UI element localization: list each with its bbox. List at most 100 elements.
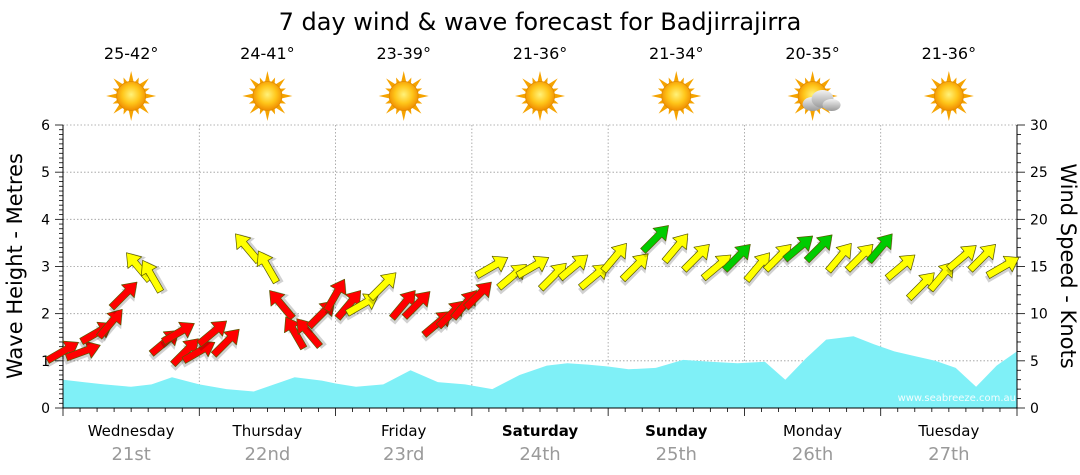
day-name-label: Tuesday xyxy=(917,422,979,440)
watermark-label: www.seabreeze.com.au xyxy=(898,393,1016,404)
wind-arrow-shape xyxy=(681,244,710,273)
sun-disc xyxy=(388,81,419,111)
y-right-tick-label: 15 xyxy=(1030,260,1048,276)
wind-arrow-shape xyxy=(803,234,833,264)
wind-arrow xyxy=(557,254,589,285)
wind-arrow-shape xyxy=(985,255,1020,279)
day-date-label: 22nd xyxy=(245,444,291,465)
sun-ray xyxy=(417,93,429,99)
wind-arrow-shape xyxy=(108,281,138,311)
wind-arrow xyxy=(401,291,431,324)
wind-arrow xyxy=(367,272,397,305)
wind-arrow xyxy=(269,290,300,321)
wind-arrow-shape xyxy=(619,253,649,283)
wind-arrow xyxy=(722,244,751,277)
wind-arrow-shape xyxy=(196,320,228,348)
y-right-tick-label: 0 xyxy=(1030,401,1039,417)
wind-arrow xyxy=(96,308,123,344)
wind-arrow xyxy=(866,233,893,268)
wind-arrow-shape xyxy=(866,233,893,264)
wind-arrow-shape xyxy=(884,254,916,282)
wind-arrow xyxy=(514,255,550,283)
wind-arrow xyxy=(578,263,609,295)
wave-area xyxy=(63,336,1017,408)
y-axis-right-label: Wind Speed - Knots xyxy=(1056,163,1080,368)
y-left-tick-label: 3 xyxy=(41,260,50,276)
daily-weather-header: 25-42° 24-41° 23-39° 21-36° 21-34° 20-35° 21-3… xyxy=(104,44,976,121)
sun-ray xyxy=(787,93,799,99)
y-left-tick-label: 2 xyxy=(41,307,50,323)
day-labels: Wednesday 21st Thursday 22nd Friday 23rd Satur… xyxy=(88,422,980,465)
temperature-range-label: 21-36° xyxy=(513,44,568,63)
wind-arrow xyxy=(927,261,954,297)
y-right-tick-label: 20 xyxy=(1030,212,1048,228)
sun-ray xyxy=(264,71,270,82)
wind-arrow xyxy=(196,320,228,351)
wind-arrow-shape xyxy=(474,255,509,279)
wind-arrow xyxy=(640,225,669,258)
wind-arrow-series xyxy=(44,225,1020,371)
wind-arrow xyxy=(884,254,916,285)
day-name-label: Monday xyxy=(783,422,842,440)
day-date-label: 24th xyxy=(519,444,560,465)
sun-ray xyxy=(554,93,565,99)
temperature-range-label: 21-34° xyxy=(649,44,704,63)
wind-arrow xyxy=(344,293,379,321)
sun-disc xyxy=(933,81,964,111)
y-left-tick-label: 6 xyxy=(41,118,50,134)
wind-arrow-shape xyxy=(927,261,954,293)
sun-ray xyxy=(401,110,407,121)
wind-arrow xyxy=(984,255,1020,283)
temperature-range-label: 21-36° xyxy=(922,44,977,63)
sun-icon xyxy=(242,71,293,121)
sun-ray xyxy=(690,93,702,99)
wind-arrow xyxy=(108,281,138,315)
day-date-label: 21st xyxy=(111,444,150,465)
day-name-label: Thursday xyxy=(232,422,303,440)
y-right-tick-label: 5 xyxy=(1030,354,1039,370)
sun-ray xyxy=(281,93,293,99)
wind-arrow-shape xyxy=(515,255,550,279)
sun-ray xyxy=(651,93,663,99)
wind-arrow xyxy=(825,242,852,278)
day-date-label: 27th xyxy=(928,444,969,465)
wind-arrow xyxy=(803,234,833,268)
sun-ray xyxy=(673,110,679,121)
wind-arrow-shape xyxy=(825,242,852,274)
sun-icon xyxy=(923,71,974,121)
wind-arrow-shape xyxy=(161,321,195,345)
y-left-tick-label: 4 xyxy=(41,212,50,228)
y-left-tick-label: 0 xyxy=(41,401,50,417)
wind-arrow-shape xyxy=(401,291,431,320)
wind-arrow-shape xyxy=(367,272,397,301)
wind-arrow-shape xyxy=(269,290,296,321)
chart-title: 7 day wind & wave forecast for Badjirraj… xyxy=(279,8,802,36)
sun-ray xyxy=(946,71,952,82)
wind-arrow-shape xyxy=(210,328,240,358)
sun-disc xyxy=(252,81,283,111)
wind-arrow-shape xyxy=(557,254,589,282)
sun-ray xyxy=(128,110,134,121)
wind-arrow xyxy=(463,281,492,315)
sun-ray xyxy=(242,93,254,99)
sun-ray xyxy=(515,93,526,99)
sun-ray xyxy=(378,93,390,99)
cloud-icon xyxy=(802,90,841,111)
sun-ray xyxy=(810,71,816,82)
day-date-label: 26th xyxy=(792,444,833,465)
temperature-range-label: 20-35° xyxy=(785,44,840,63)
wind-arrow-shape xyxy=(126,252,153,283)
day-name-label: Sunday xyxy=(645,422,708,440)
sun-ray xyxy=(145,93,157,99)
y-right-tick-label: 25 xyxy=(1030,165,1048,181)
sun-ray xyxy=(106,93,118,99)
wind-arrow-shape xyxy=(140,259,164,294)
wind-arrow-shape xyxy=(578,263,609,291)
wind-arrow xyxy=(210,328,240,362)
wind-arrow-shape xyxy=(782,235,814,263)
day-name-label: Friday xyxy=(381,422,427,440)
sun-icon xyxy=(515,71,565,121)
sun-ray xyxy=(401,71,407,82)
wind-arrow xyxy=(967,244,996,277)
